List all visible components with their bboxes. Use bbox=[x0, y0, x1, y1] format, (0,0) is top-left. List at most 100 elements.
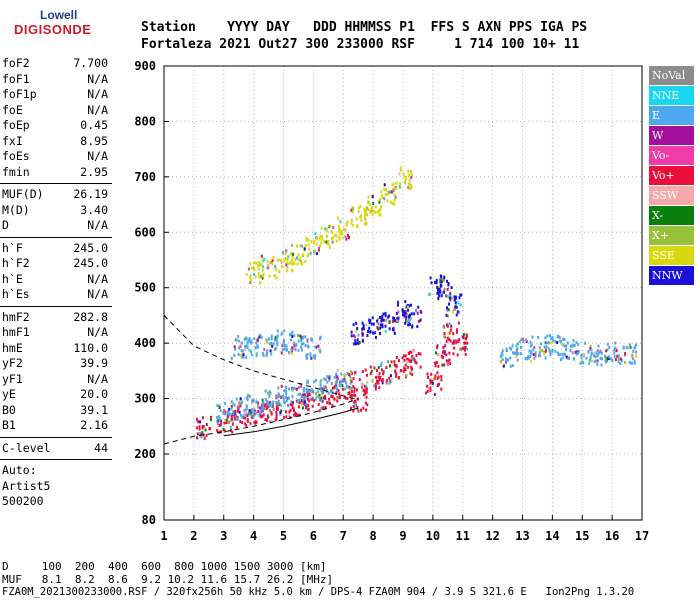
echo-point bbox=[379, 213, 382, 217]
y-tick-label: 500 bbox=[134, 281, 156, 295]
echo-point bbox=[446, 294, 449, 298]
echo-point bbox=[466, 347, 469, 351]
echo-point bbox=[223, 412, 226, 416]
echo-point bbox=[274, 264, 277, 268]
echo-point bbox=[395, 372, 398, 376]
echo-point bbox=[547, 347, 550, 351]
echo-point bbox=[324, 378, 327, 382]
echo-point bbox=[241, 355, 244, 359]
echo-point bbox=[355, 225, 358, 229]
echo-point bbox=[417, 305, 420, 309]
echo-point bbox=[452, 352, 455, 356]
echo-point bbox=[294, 348, 297, 352]
echo-point bbox=[360, 408, 363, 412]
echo-point bbox=[331, 394, 334, 398]
echo-point bbox=[443, 287, 446, 291]
echo-point bbox=[328, 375, 331, 379]
echo-point bbox=[367, 329, 370, 333]
echo-point bbox=[448, 302, 451, 306]
echo-point bbox=[277, 402, 280, 406]
echo-point bbox=[409, 370, 412, 374]
y-tick-label: 900 bbox=[134, 59, 156, 73]
param-value: N/A bbox=[87, 371, 108, 386]
echo-point bbox=[268, 274, 271, 278]
echo-point bbox=[445, 339, 448, 343]
echo-point bbox=[258, 406, 261, 410]
echo-point bbox=[245, 423, 248, 427]
echo-point bbox=[276, 343, 279, 347]
echo-point bbox=[452, 332, 455, 336]
echo-point bbox=[559, 339, 562, 343]
echo-point bbox=[251, 399, 254, 403]
echo-point bbox=[217, 418, 220, 422]
echo-point bbox=[592, 351, 595, 355]
echo-point bbox=[268, 403, 271, 407]
echo-point bbox=[331, 240, 334, 244]
echo-point bbox=[286, 396, 289, 400]
echo-point bbox=[229, 412, 232, 416]
echo-point bbox=[257, 405, 260, 409]
echo-point bbox=[337, 377, 340, 381]
echo-point bbox=[317, 248, 320, 252]
echo-point bbox=[455, 295, 458, 299]
param-value: 110.0 bbox=[73, 340, 108, 355]
param-value: 26.19 bbox=[73, 187, 108, 201]
echo-point bbox=[356, 405, 359, 409]
echo-point bbox=[358, 341, 361, 345]
echo-point bbox=[255, 420, 258, 424]
echo-point bbox=[439, 278, 442, 282]
echo-point bbox=[313, 239, 316, 243]
echo-point bbox=[544, 349, 547, 353]
echo-point bbox=[301, 402, 304, 406]
echo-point bbox=[516, 358, 519, 362]
echo-point bbox=[314, 345, 317, 349]
echo-point bbox=[352, 384, 355, 388]
echo-point bbox=[209, 418, 212, 422]
echo-point bbox=[453, 339, 456, 343]
echo-point bbox=[230, 400, 233, 404]
echo-point bbox=[505, 348, 508, 352]
echo-point bbox=[384, 324, 387, 328]
echo-point bbox=[361, 370, 364, 374]
echo-point bbox=[445, 353, 448, 357]
echo-point bbox=[343, 395, 346, 399]
echo-point bbox=[293, 413, 296, 417]
echo-point bbox=[404, 300, 407, 304]
echo-point bbox=[246, 339, 249, 343]
echo-point bbox=[237, 353, 240, 357]
echo-point bbox=[274, 346, 277, 350]
echo-point bbox=[314, 354, 317, 358]
echo-point bbox=[384, 329, 387, 333]
echo-point bbox=[363, 210, 366, 214]
echo-point bbox=[345, 223, 348, 227]
echo-point bbox=[325, 229, 328, 233]
echo-point bbox=[573, 357, 576, 361]
echo-point bbox=[426, 384, 429, 388]
echo-point bbox=[596, 362, 599, 366]
echo-point bbox=[431, 380, 434, 384]
param-key: B1 bbox=[2, 418, 16, 432]
echo-point bbox=[410, 172, 413, 176]
echo-point bbox=[248, 348, 251, 352]
echo-point bbox=[379, 197, 382, 201]
footer-distance-line: D 100 200 400 600 800 1000 1500 3000 [km… bbox=[2, 560, 327, 573]
echo-point bbox=[367, 208, 370, 212]
echo-point bbox=[338, 237, 341, 241]
echo-point bbox=[322, 406, 325, 410]
legend-item: NNE bbox=[649, 86, 694, 105]
echo-point bbox=[234, 347, 237, 351]
echo-point bbox=[234, 412, 237, 416]
echo-point bbox=[245, 404, 248, 408]
echo-point bbox=[371, 195, 374, 199]
echo-point bbox=[324, 385, 327, 389]
echo-point bbox=[327, 242, 330, 246]
echo-point bbox=[449, 328, 452, 332]
echo-point bbox=[569, 344, 572, 348]
echo-point bbox=[328, 401, 331, 405]
echo-point bbox=[250, 339, 253, 343]
echo-point bbox=[530, 343, 533, 347]
echo-point bbox=[366, 334, 369, 338]
x-tick-label: 12 bbox=[485, 529, 499, 543]
echo-point bbox=[271, 344, 274, 348]
echo-point bbox=[395, 374, 398, 378]
